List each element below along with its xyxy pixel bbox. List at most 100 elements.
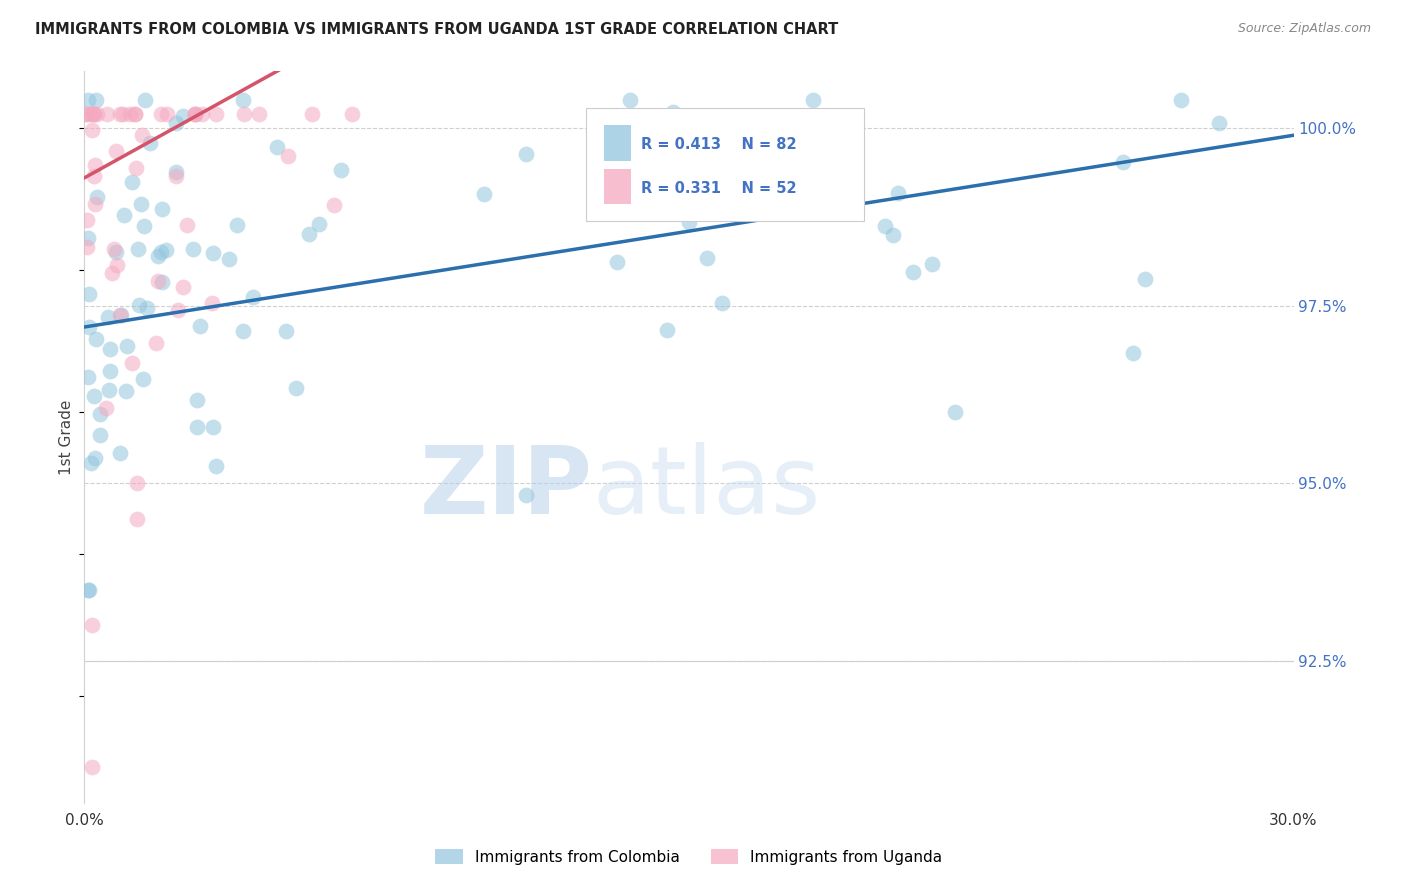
Point: [266, 140, 288, 154]
Point: [472, 186, 495, 201]
Point: [201, 295, 224, 310]
Point: [135, 301, 157, 315]
Text: atlas: atlas: [592, 442, 821, 534]
FancyBboxPatch shape: [586, 108, 865, 221]
Point: [77, 582, 100, 597]
Point: [118, 107, 141, 121]
Point: [105, 258, 128, 272]
Point: [186, 392, 208, 407]
Point: [277, 149, 299, 163]
Point: [115, 384, 138, 398]
Point: [298, 227, 321, 241]
Point: [108, 107, 131, 121]
Point: [274, 324, 297, 338]
Point: [330, 163, 353, 178]
Point: [1122, 346, 1144, 360]
Point: [1170, 93, 1192, 107]
Point: [165, 169, 187, 184]
Point: [340, 107, 363, 121]
Point: [232, 324, 254, 338]
Point: [218, 252, 240, 267]
Point: [98, 364, 121, 378]
Point: [115, 339, 138, 353]
Text: R = 0.413    N = 82: R = 0.413 N = 82: [641, 137, 796, 152]
Point: [79, 456, 101, 470]
Point: [83, 450, 105, 465]
Point: [104, 144, 127, 158]
Point: [131, 128, 153, 142]
Point: [204, 107, 226, 121]
Point: [181, 242, 204, 256]
Point: [201, 420, 224, 434]
Point: [121, 356, 143, 370]
Point: [662, 104, 685, 119]
Point: [515, 488, 537, 502]
FancyBboxPatch shape: [605, 126, 631, 161]
Point: [134, 93, 156, 107]
Point: [94, 401, 117, 416]
Point: [183, 107, 205, 121]
Point: [165, 116, 187, 130]
Point: [110, 308, 132, 322]
Point: [124, 107, 146, 121]
Point: [232, 107, 254, 121]
Point: [86, 189, 108, 203]
Point: [191, 107, 214, 121]
Point: [110, 308, 132, 322]
Point: [149, 107, 172, 121]
Text: IMMIGRANTS FROM COLOMBIA VS IMMIGRANTS FROM UGANDA 1ST GRADE CORRELATION CHART: IMMIGRANTS FROM COLOMBIA VS IMMIGRANTS F…: [35, 22, 838, 37]
Point: [156, 107, 179, 121]
Point: [128, 298, 150, 312]
Point: [84, 93, 107, 107]
Point: [103, 243, 125, 257]
Text: Source: ZipAtlas.com: Source: ZipAtlas.com: [1237, 22, 1371, 36]
Point: [75, 107, 97, 121]
Point: [887, 186, 910, 200]
Point: [150, 276, 173, 290]
Point: [657, 323, 679, 337]
Point: [125, 512, 148, 526]
Point: [131, 372, 153, 386]
Point: [101, 266, 124, 280]
Point: [152, 202, 174, 216]
Point: [155, 244, 177, 258]
Y-axis label: 1st Grade: 1st Grade: [59, 400, 75, 475]
Point: [172, 109, 194, 123]
Point: [77, 370, 100, 384]
Point: [801, 93, 824, 107]
Point: [124, 107, 146, 121]
Point: [89, 407, 111, 421]
Point: [943, 405, 966, 419]
Point: [98, 342, 121, 356]
Point: [150, 244, 173, 259]
Point: [79, 286, 101, 301]
Point: [202, 246, 225, 260]
Point: [184, 107, 207, 121]
Point: [82, 107, 104, 121]
Point: [125, 161, 148, 175]
Point: [166, 303, 188, 318]
FancyBboxPatch shape: [605, 169, 631, 204]
Point: [83, 197, 105, 211]
Point: [139, 136, 162, 151]
Point: [111, 107, 134, 121]
Point: [172, 279, 194, 293]
Point: [323, 198, 346, 212]
Point: [80, 123, 103, 137]
Point: [146, 249, 169, 263]
Point: [77, 319, 100, 334]
Point: [165, 165, 187, 179]
Point: [232, 93, 254, 107]
Point: [873, 219, 896, 234]
Point: [205, 459, 228, 474]
Point: [515, 147, 537, 161]
Point: [1112, 154, 1135, 169]
Point: [89, 428, 111, 442]
Point: [678, 215, 700, 229]
Point: [145, 336, 167, 351]
Text: ZIP: ZIP: [419, 442, 592, 534]
Text: R = 0.331    N = 52: R = 0.331 N = 52: [641, 181, 796, 196]
Point: [84, 158, 107, 172]
Point: [112, 208, 135, 222]
Point: [121, 175, 143, 189]
